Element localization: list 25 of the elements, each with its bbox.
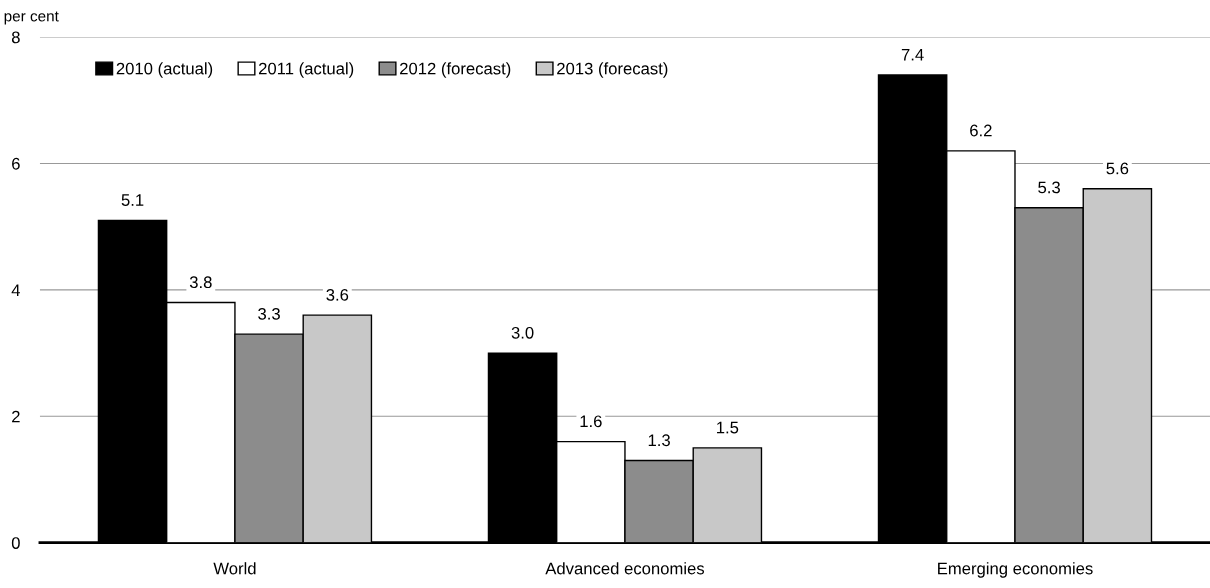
data-label: 3.3 [258,307,280,320]
data-label: 5.3 [1038,181,1060,194]
data-label: 7.4 [901,48,924,61]
legend-label: 2012 (forecast) [400,62,511,78]
data-label: 3.0 [511,326,534,339]
legend-label: 2011 (actual) [258,62,354,78]
x-tick-label: World [213,562,256,575]
data-label: 3.8 [189,276,212,289]
data-label: 6.2 [970,124,992,137]
legend-label: 2013 (forecast) [557,62,668,78]
y-tick-label: 6 [12,157,20,170]
data-label: 5.1 [121,194,144,206]
y-tick-label: 2 [12,410,20,423]
data-label: 3.6 [326,288,349,301]
legend-label: 2010 (actual) [116,62,213,78]
x-tick-label: Emerging economies [938,562,1093,578]
y-tick-label: 0 [11,537,20,549]
y-tick-label: 4 [11,284,20,296]
data-label: 5.6 [1106,162,1129,175]
data-label: 1.6 [580,415,602,428]
data-label: 1.3 [648,434,670,447]
x-tick-label: Advanced economies [545,562,705,575]
data-label: 1.5 [717,421,739,434]
y-axis-title: per cent [4,11,59,25]
y-tick-label: 8 [11,31,20,44]
